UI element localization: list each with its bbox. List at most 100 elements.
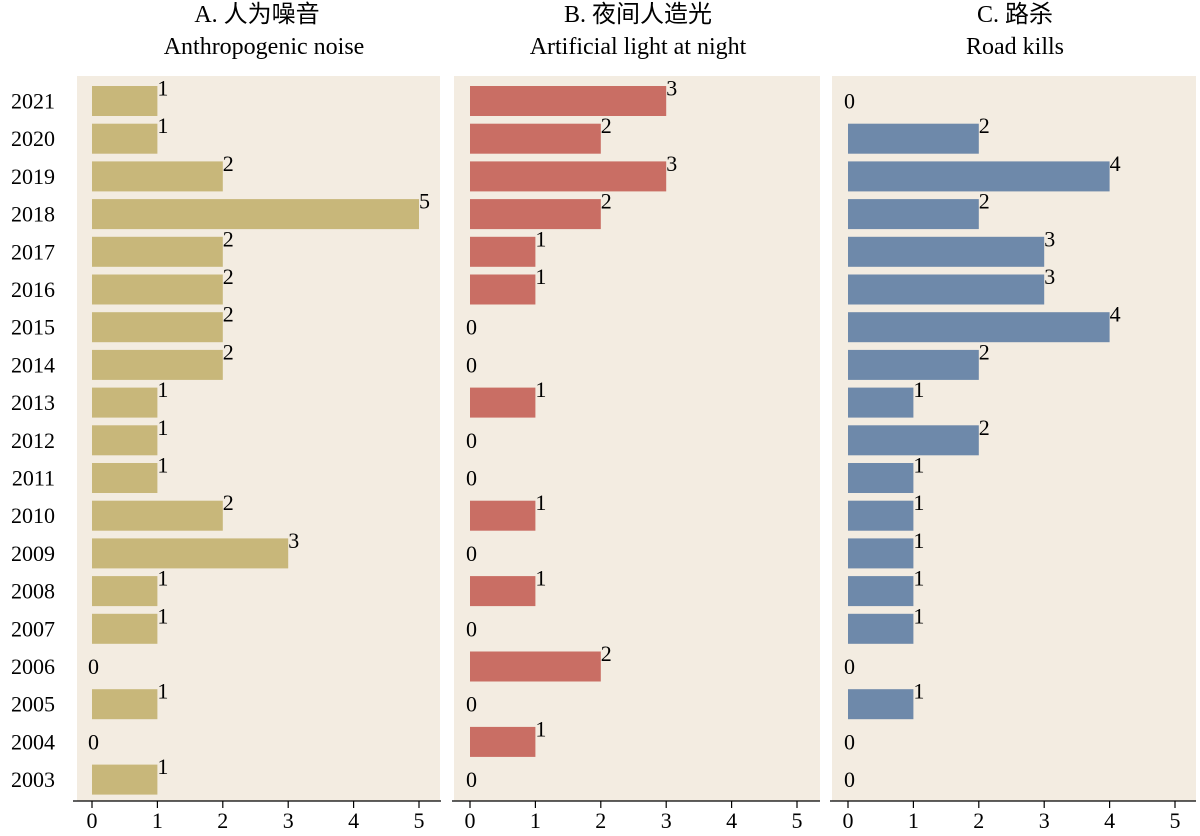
- bar: [92, 123, 158, 154]
- data-label: 0: [88, 654, 99, 679]
- data-label: 4: [1110, 302, 1121, 327]
- x-tick-label: 4: [348, 808, 359, 833]
- x-tick-label: 2: [217, 808, 228, 833]
- data-label: 1: [913, 566, 924, 591]
- bar: [470, 199, 601, 230]
- data-label: 1: [535, 377, 546, 402]
- bar: [92, 387, 158, 418]
- bar: [848, 387, 914, 418]
- bar: [92, 463, 158, 493]
- x-tick-label: 1: [530, 808, 541, 833]
- bar: [470, 86, 667, 116]
- x-tick-label: 5: [414, 808, 425, 833]
- data-label: 0: [466, 466, 477, 491]
- bar: [92, 613, 158, 644]
- bar: [470, 274, 536, 305]
- data-label: 0: [844, 654, 855, 679]
- data-label: 0: [466, 767, 477, 792]
- bar: [470, 726, 536, 757]
- bar: [92, 86, 158, 116]
- year-label: 2021: [11, 89, 55, 114]
- data-label: 1: [157, 566, 168, 591]
- data-label: 1: [157, 377, 168, 402]
- bar: [848, 613, 914, 644]
- year-label: 2010: [11, 503, 55, 528]
- data-label: 2: [979, 339, 990, 364]
- data-label: 1: [913, 603, 924, 628]
- bar: [470, 387, 536, 418]
- x-tick-label: 4: [726, 808, 737, 833]
- panel-title-en: Road kills: [966, 34, 1064, 60]
- bar: [848, 236, 1045, 267]
- year-label: 2020: [11, 126, 55, 151]
- year-axis-labels: 2021 2020 2019 2018 2017 2016 2015 2014 2013 2012…: [11, 89, 55, 793]
- panel-artificial-light-at-night: B. 夜间人造光 Artificial light at night 0 1 2 3 4…: [452, 1, 820, 833]
- data-label: 3: [1044, 264, 1055, 289]
- x-tick-label: 0: [465, 808, 476, 833]
- bar: [848, 576, 914, 607]
- bar: [92, 576, 158, 607]
- x-tick-label: 1: [152, 808, 163, 833]
- year-label: 2007: [11, 616, 55, 641]
- data-label: 0: [844, 767, 855, 792]
- data-label: 0: [466, 315, 477, 340]
- x-tick-label: 2: [595, 808, 606, 833]
- bar: [848, 463, 914, 493]
- year-label: 2003: [11, 767, 55, 792]
- year-label: 2015: [11, 315, 55, 340]
- panel-title-cn: B. 夜间人造光: [564, 1, 712, 28]
- bar: [848, 274, 1045, 305]
- data-label: 1: [535, 716, 546, 741]
- x-tick-label: 0: [87, 808, 98, 833]
- bar: [92, 425, 158, 456]
- x-tick-label: 2: [973, 808, 984, 833]
- year-label: 2014: [11, 352, 55, 377]
- bar: [470, 651, 601, 682]
- bar: [470, 500, 536, 531]
- x-tick-label: 1: [908, 808, 919, 833]
- bar: [92, 312, 223, 343]
- data-label: 1: [157, 754, 168, 779]
- x-tick-label: 3: [1039, 808, 1050, 833]
- year-label: 2019: [11, 164, 55, 189]
- data-label: 3: [666, 151, 677, 176]
- data-label: 1: [157, 76, 168, 101]
- bar: [92, 689, 158, 720]
- year-label: 2011: [12, 466, 55, 491]
- data-label: 1: [913, 490, 924, 515]
- x-tick-label: 3: [283, 808, 294, 833]
- data-label: 0: [466, 428, 477, 453]
- data-label: 1: [913, 679, 924, 704]
- data-label: 2: [979, 189, 990, 214]
- x-tick-label: 5: [792, 808, 803, 833]
- bar: [92, 199, 419, 230]
- bar: [848, 161, 1110, 192]
- data-label: 2: [223, 339, 234, 364]
- bar: [848, 199, 979, 230]
- year-label: 2012: [11, 428, 55, 453]
- data-label: 2: [223, 302, 234, 327]
- bar: [92, 538, 289, 569]
- data-label: 3: [288, 528, 299, 553]
- year-label: 2006: [11, 654, 55, 679]
- data-label: 4: [1110, 151, 1121, 176]
- bar: [848, 425, 979, 456]
- x-tick-label: 0: [843, 808, 854, 833]
- bar: [848, 538, 914, 569]
- data-label: 2: [979, 113, 990, 138]
- data-label: 0: [466, 692, 477, 717]
- bar: [92, 764, 158, 795]
- data-label: 3: [666, 76, 677, 101]
- bar: [470, 236, 536, 267]
- data-label: 1: [535, 226, 546, 251]
- data-label: 1: [157, 453, 168, 478]
- x-tick-label: 5: [1170, 808, 1181, 833]
- panel-title-cn: C. 路杀: [977, 1, 1053, 28]
- data-label: 2: [223, 226, 234, 251]
- bar: [92, 236, 223, 267]
- data-label: 5: [419, 189, 430, 214]
- year-label: 2017: [11, 239, 55, 264]
- data-label: 1: [913, 528, 924, 553]
- data-label: 1: [535, 490, 546, 515]
